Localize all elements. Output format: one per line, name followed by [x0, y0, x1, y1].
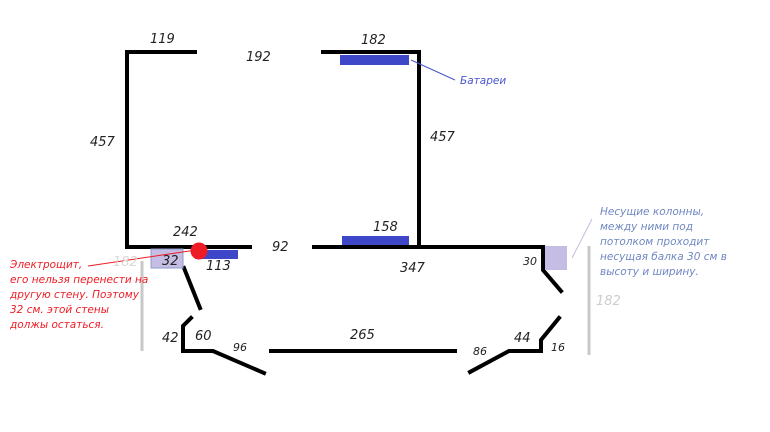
battery-leader-line — [410, 59, 456, 81]
columns-note-line: несущая балка 30 см в — [600, 251, 727, 263]
walls — [125, 50, 564, 376]
column-leader-line — [571, 218, 593, 259]
dim-182-top: 182 — [361, 33, 386, 48]
dim-182-grey-left: 182 — [113, 255, 138, 270]
dim-457-left: 457 — [90, 135, 116, 150]
columns-note: Несущие колонны, между ними под потолком… — [600, 205, 727, 280]
dim-86: 86 — [473, 345, 487, 358]
panel-note-line: его нельзя перенести на — [10, 274, 149, 286]
dim-32: 32 — [162, 254, 179, 269]
dim-457-right: 457 — [430, 130, 456, 145]
dim-16: 16 — [551, 341, 565, 354]
battery-right-room — [342, 236, 409, 245]
battery-small — [195, 250, 238, 259]
columns-note-line: потолком проходит — [600, 236, 710, 248]
electrical-box — [150, 248, 184, 269]
columns-note-line: высоту и ширину. — [600, 266, 699, 278]
wall-top-left — [125, 50, 252, 249]
battery-top — [340, 55, 409, 65]
electrical-panel-note: Электрощит, его нельзя перенести на друг… — [10, 258, 148, 333]
dim-347: 347 — [400, 261, 426, 276]
columns-note-line: между ними под — [600, 221, 693, 233]
dim-242: 242 — [173, 225, 198, 240]
dim-44: 44 — [514, 331, 531, 346]
dim-192: 192 — [246, 50, 271, 65]
battery-note: Батареи — [460, 75, 507, 87]
wall-lower-top — [312, 245, 564, 294]
wall-lower-right — [467, 315, 562, 375]
wall-lower-left — [181, 315, 267, 376]
panel-note-line: 32 см. этой стены — [10, 304, 110, 316]
dim-113: 113 — [206, 259, 231, 274]
dim-265: 265 — [350, 328, 375, 343]
panel-leader-line — [87, 249, 197, 267]
dim-119: 119 — [150, 32, 175, 47]
panel-note-line: Электрощит, — [10, 259, 83, 271]
dim-182-grey-right: 182 — [596, 294, 621, 309]
dim-42: 42 — [162, 331, 179, 346]
dim-158: 158 — [373, 220, 398, 235]
electrical-panel-marker — [190, 242, 208, 260]
columns-note-line: Несущие колонны, — [600, 206, 705, 218]
wall-electrical-diagonal — [181, 265, 203, 311]
dim-92: 92 — [272, 240, 289, 255]
dim-30: 30 — [523, 255, 537, 268]
panel-note-line: другую стену. Поэтому — [10, 289, 139, 301]
column-right — [545, 246, 567, 270]
dim-60: 60 — [195, 329, 212, 344]
dim-96: 96 — [233, 341, 247, 354]
panel-note-line: должы остаться. — [10, 319, 104, 331]
wall-top-right — [321, 50, 421, 249]
